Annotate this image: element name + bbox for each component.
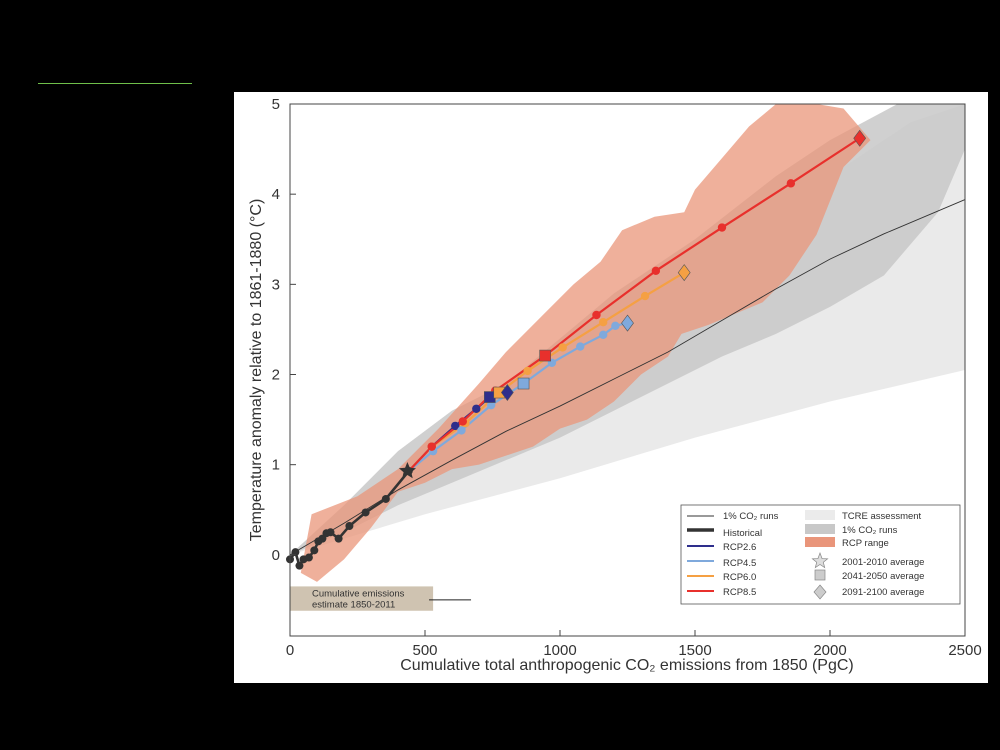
legend-label-1pct-range: 1% CO₂ runs <box>842 525 898 536</box>
series-line-rcp8-5 <box>407 137 861 472</box>
legend-label-1pct-runs: 1% CO₂ runs <box>723 511 779 522</box>
data-point-rcp60 <box>599 318 608 327</box>
chart-panel: Cumulative emissions estimate 1850-2011 0… <box>234 92 988 683</box>
emissions-estimate-box <box>290 586 434 611</box>
x-tick-label: 1000 <box>543 642 576 659</box>
legend-square-icon <box>814 569 826 581</box>
marker-2001-2010-star <box>398 462 416 479</box>
y-tick-label: 5 <box>272 96 280 113</box>
legend: 1% CO₂ runs Historical RCP2.6 RCP4.5 RCP… <box>680 504 961 605</box>
marker-2041-2050-rcp45 <box>517 377 530 390</box>
emissions-estimate-label-line2: estimate 1850-2011 <box>312 599 395 610</box>
legend-label-rcp85: RCP8.5 <box>723 587 756 598</box>
data-point-historical <box>310 546 319 555</box>
data-point-historical <box>291 548 300 557</box>
plot-frame <box>289 103 966 637</box>
legend-label-rcp26: RCP2.6 <box>723 542 756 553</box>
data-point-historical <box>381 494 390 503</box>
data-point-rcp85 <box>786 179 796 188</box>
legend-label-rcp45: RCP4.5 <box>723 558 756 569</box>
data-point-historical <box>304 553 313 562</box>
data-point-rcp60 <box>523 366 532 376</box>
y-tick-label: 1 <box>272 457 280 474</box>
y-tick-label: 3 <box>272 276 280 293</box>
data-point-rcp45 <box>457 426 466 435</box>
data-point-historical <box>326 528 335 537</box>
data-point-rcp60 <box>640 291 650 301</box>
legend-swatch-1pct-range <box>805 524 835 534</box>
data-point-rcp85 <box>458 417 467 426</box>
data-point-rcp85 <box>592 310 601 320</box>
data-point-rcp45 <box>611 321 620 331</box>
series-points <box>286 129 867 570</box>
data-point-rcp85 <box>717 223 727 232</box>
data-point-rcp45 <box>576 342 585 351</box>
marker-2091-2100-rcp85 <box>853 129 867 147</box>
data-point-historical <box>295 561 304 570</box>
x-tick-label: 500 <box>412 642 437 659</box>
legend-label-2091-2100: 2091-2100 average <box>842 587 924 598</box>
legend-label-tcre: TCRE assessment <box>842 511 922 522</box>
x-tick-label: 0 <box>286 642 294 659</box>
y-axis-label: Temperature anomaly relative to 1861-188… <box>248 199 265 542</box>
emissions-estimate-label-line1: Cumulative emissions <box>312 588 405 599</box>
x-tick-label: 2000 <box>813 642 846 659</box>
y-tick-label: 2 <box>272 367 280 384</box>
data-point-rcp26 <box>451 421 460 431</box>
data-point-rcp26 <box>472 404 481 413</box>
legend-label-rcp-range: RCP range <box>842 538 889 549</box>
data-point-rcp60 <box>558 343 567 352</box>
legend-diamond-icon <box>813 584 827 600</box>
series-lines <box>288 137 966 569</box>
axes: 0 500 1000 1500 2000 2500 0 1 2 3 4 5 <box>272 96 982 659</box>
data-point-rcp85 <box>427 442 436 451</box>
legend-star-icon <box>811 552 829 569</box>
data-point-historical <box>361 508 370 517</box>
data-point-rcp45 <box>599 330 608 340</box>
marker-2091-2100-rcp26 <box>500 384 514 402</box>
x-tick-label: 1500 <box>678 642 711 659</box>
x-axis-label: Cumulative total anthropogenic CO₂ emiss… <box>400 657 854 674</box>
legend-label-rcp60: RCP6.0 <box>723 572 756 583</box>
marker-2041-2050-rcp85 <box>539 349 551 362</box>
y-tick-label: 4 <box>272 186 280 203</box>
title-underline <box>38 83 192 84</box>
legend-swatch-rcp-range <box>805 537 835 547</box>
legend-label-2041-2050: 2041-2050 average <box>842 571 924 582</box>
legend-label-historical: Historical <box>723 528 762 539</box>
legend-label-2001-2010: 2001-2010 average <box>842 557 924 568</box>
marker-2091-2100-rcp60 <box>677 264 691 282</box>
data-point-historical <box>334 534 343 543</box>
data-point-rcp45 <box>486 400 496 410</box>
x-tick-label: 2500 <box>948 642 981 659</box>
series-line-1-co-runs <box>289 199 966 556</box>
series-line-rcp4-5 <box>408 322 628 472</box>
y-tick-label: 0 <box>272 547 280 564</box>
data-point-rcp85 <box>651 266 661 276</box>
legend-swatch-tcre <box>805 510 835 520</box>
marker-2091-2100-rcp45 <box>621 314 634 332</box>
data-point-historical <box>345 521 354 530</box>
